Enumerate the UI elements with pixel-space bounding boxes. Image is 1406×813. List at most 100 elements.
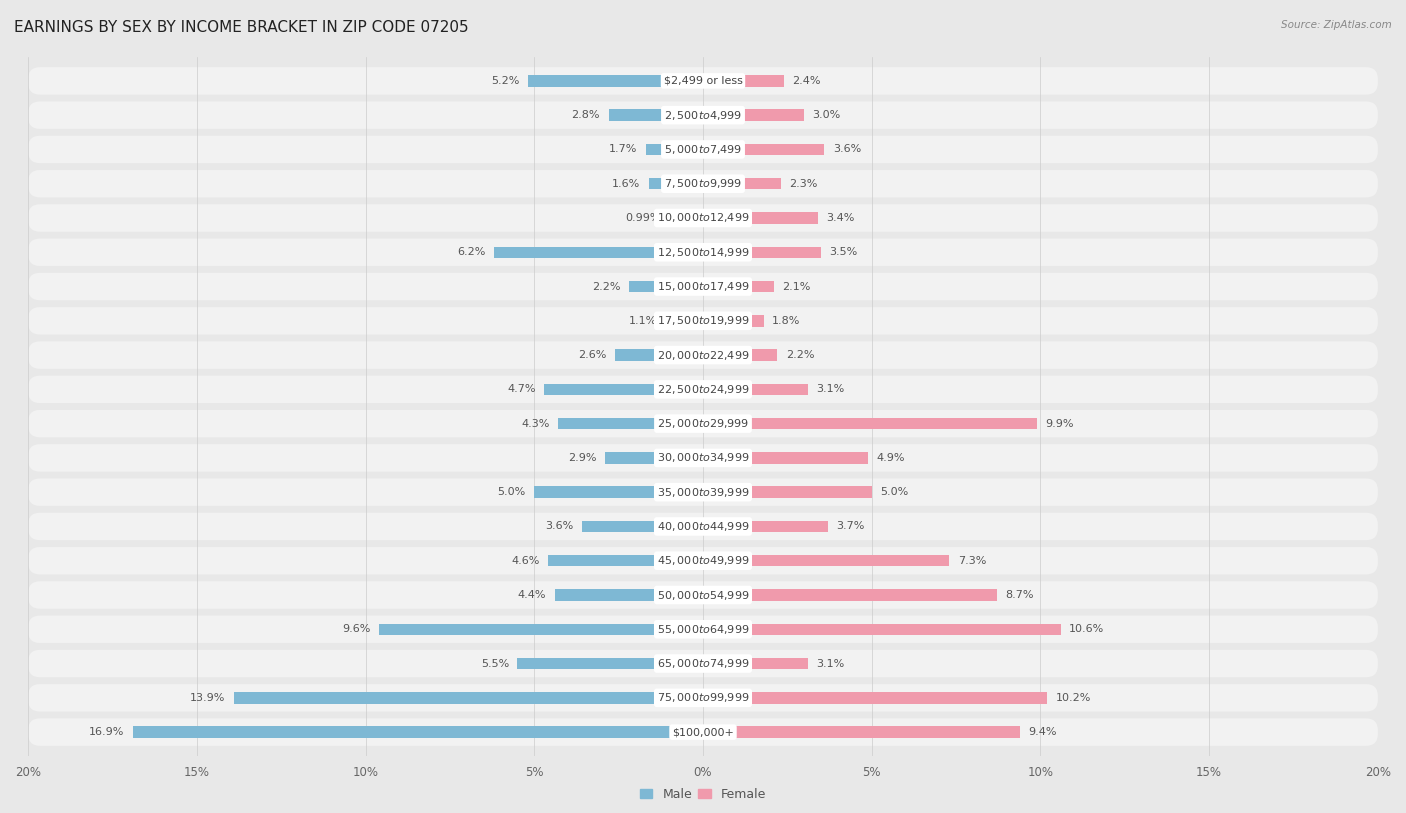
Bar — [703, 178, 780, 189]
Text: 3.0%: 3.0% — [813, 111, 841, 120]
Text: $2,500 to $4,999: $2,500 to $4,999 — [664, 109, 742, 122]
Text: 4.7%: 4.7% — [508, 385, 536, 394]
Bar — [548, 555, 703, 567]
Text: 10.2%: 10.2% — [1056, 693, 1091, 702]
Text: 16.9%: 16.9% — [89, 727, 124, 737]
Text: $5,000 to $7,499: $5,000 to $7,499 — [664, 143, 742, 156]
Text: $30,000 to $34,999: $30,000 to $34,999 — [657, 451, 749, 464]
Text: $10,000 to $12,499: $10,000 to $12,499 — [657, 211, 749, 224]
Text: 8.7%: 8.7% — [1005, 590, 1033, 600]
FancyBboxPatch shape — [28, 341, 1378, 369]
Text: 2.6%: 2.6% — [578, 350, 607, 360]
Text: $45,000 to $49,999: $45,000 to $49,999 — [657, 554, 749, 567]
FancyBboxPatch shape — [28, 67, 1378, 94]
Text: $40,000 to $44,999: $40,000 to $44,999 — [657, 520, 749, 533]
FancyBboxPatch shape — [28, 273, 1378, 300]
Text: $22,500 to $24,999: $22,500 to $24,999 — [657, 383, 749, 396]
Text: 3.4%: 3.4% — [827, 213, 855, 223]
Text: $35,000 to $39,999: $35,000 to $39,999 — [657, 485, 749, 498]
Text: 9.9%: 9.9% — [1046, 419, 1074, 428]
Bar — [582, 520, 703, 533]
Text: 3.1%: 3.1% — [815, 385, 844, 394]
Text: 7.3%: 7.3% — [957, 556, 986, 566]
Bar — [645, 144, 703, 155]
Text: 2.8%: 2.8% — [572, 111, 600, 120]
Text: 3.7%: 3.7% — [837, 521, 865, 532]
Text: 13.9%: 13.9% — [190, 693, 225, 702]
Text: 3.6%: 3.6% — [832, 145, 860, 154]
Text: $25,000 to $29,999: $25,000 to $29,999 — [657, 417, 749, 430]
FancyBboxPatch shape — [28, 376, 1378, 403]
Bar — [666, 315, 703, 327]
Bar — [233, 692, 703, 703]
FancyBboxPatch shape — [28, 513, 1378, 540]
Text: $15,000 to $17,499: $15,000 to $17,499 — [657, 280, 749, 293]
Bar — [616, 350, 703, 361]
FancyBboxPatch shape — [28, 444, 1378, 472]
Text: 5.0%: 5.0% — [498, 487, 526, 498]
FancyBboxPatch shape — [28, 307, 1378, 334]
Bar — [554, 589, 703, 601]
Bar — [609, 110, 703, 121]
Bar — [703, 315, 763, 327]
Text: 2.3%: 2.3% — [789, 179, 817, 189]
Bar — [703, 589, 997, 601]
Bar — [703, 726, 1021, 738]
Bar — [558, 418, 703, 429]
Bar — [132, 726, 703, 738]
Bar — [703, 624, 1060, 635]
Text: 4.3%: 4.3% — [522, 419, 550, 428]
Text: 2.2%: 2.2% — [592, 281, 620, 292]
Text: 5.2%: 5.2% — [491, 76, 519, 86]
Legend: Male, Female: Male, Female — [636, 783, 770, 806]
Text: 3.5%: 3.5% — [830, 247, 858, 257]
Bar — [703, 418, 1038, 429]
Text: 2.4%: 2.4% — [793, 76, 821, 86]
FancyBboxPatch shape — [28, 204, 1378, 232]
Bar — [494, 246, 703, 258]
Bar — [703, 350, 778, 361]
Text: $50,000 to $54,999: $50,000 to $54,999 — [657, 589, 749, 602]
Bar — [703, 555, 949, 567]
Bar — [703, 520, 828, 533]
Bar — [628, 280, 703, 293]
Text: Source: ZipAtlas.com: Source: ZipAtlas.com — [1281, 20, 1392, 30]
Text: 3.6%: 3.6% — [546, 521, 574, 532]
Text: 4.6%: 4.6% — [510, 556, 540, 566]
Text: $75,000 to $99,999: $75,000 to $99,999 — [657, 691, 749, 704]
FancyBboxPatch shape — [28, 581, 1378, 609]
FancyBboxPatch shape — [28, 547, 1378, 575]
Text: $20,000 to $22,499: $20,000 to $22,499 — [657, 349, 749, 362]
Bar — [544, 384, 703, 395]
Text: $17,500 to $19,999: $17,500 to $19,999 — [657, 315, 749, 328]
Bar — [527, 75, 703, 87]
Text: 5.0%: 5.0% — [880, 487, 908, 498]
Text: 9.6%: 9.6% — [342, 624, 371, 634]
FancyBboxPatch shape — [28, 479, 1378, 506]
FancyBboxPatch shape — [28, 684, 1378, 711]
Text: 2.1%: 2.1% — [782, 281, 811, 292]
Bar — [703, 692, 1047, 703]
Text: $2,499 or less: $2,499 or less — [664, 76, 742, 86]
Bar — [703, 280, 773, 293]
Bar — [703, 110, 804, 121]
Bar — [703, 658, 807, 669]
Bar — [669, 212, 703, 224]
Bar — [703, 486, 872, 498]
Text: EARNINGS BY SEX BY INCOME BRACKET IN ZIP CODE 07205: EARNINGS BY SEX BY INCOME BRACKET IN ZIP… — [14, 20, 468, 35]
Text: 1.6%: 1.6% — [613, 179, 641, 189]
Bar — [534, 486, 703, 498]
Text: $12,500 to $14,999: $12,500 to $14,999 — [657, 246, 749, 259]
Bar — [703, 75, 785, 87]
Bar — [380, 624, 703, 635]
FancyBboxPatch shape — [28, 650, 1378, 677]
FancyBboxPatch shape — [28, 238, 1378, 266]
FancyBboxPatch shape — [28, 170, 1378, 198]
Text: $55,000 to $64,999: $55,000 to $64,999 — [657, 623, 749, 636]
FancyBboxPatch shape — [28, 410, 1378, 437]
FancyBboxPatch shape — [28, 615, 1378, 643]
Text: $7,500 to $9,999: $7,500 to $9,999 — [664, 177, 742, 190]
Text: 3.1%: 3.1% — [815, 659, 844, 668]
Bar — [605, 452, 703, 463]
Bar — [703, 246, 821, 258]
